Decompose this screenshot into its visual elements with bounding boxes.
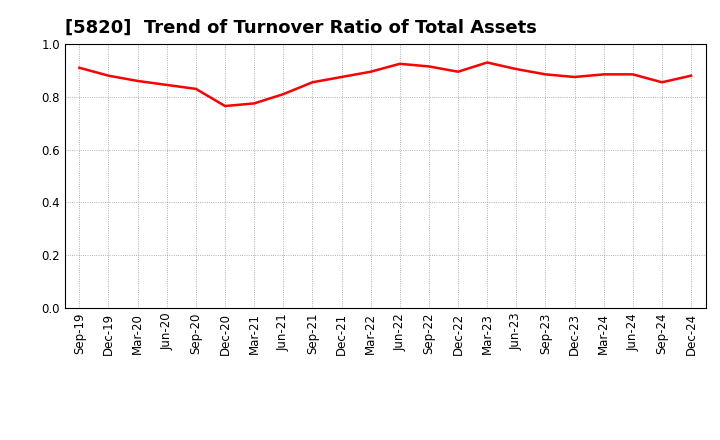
Text: [5820]  Trend of Turnover Ratio of Total Assets: [5820] Trend of Turnover Ratio of Total … <box>65 19 536 37</box>
